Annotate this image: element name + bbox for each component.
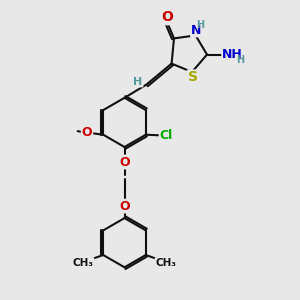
Text: H: H bbox=[236, 55, 245, 65]
Text: O: O bbox=[119, 155, 130, 169]
Text: CH₃: CH₃ bbox=[155, 258, 176, 268]
Text: O: O bbox=[119, 200, 130, 213]
Text: N: N bbox=[191, 23, 201, 37]
Text: H: H bbox=[134, 76, 142, 87]
Text: H: H bbox=[196, 20, 204, 30]
Text: S: S bbox=[188, 70, 198, 84]
Text: O: O bbox=[161, 11, 173, 24]
Text: NH: NH bbox=[222, 47, 243, 61]
Text: O: O bbox=[82, 126, 92, 139]
Text: CH₃: CH₃ bbox=[73, 258, 94, 268]
Text: Cl: Cl bbox=[160, 129, 173, 142]
